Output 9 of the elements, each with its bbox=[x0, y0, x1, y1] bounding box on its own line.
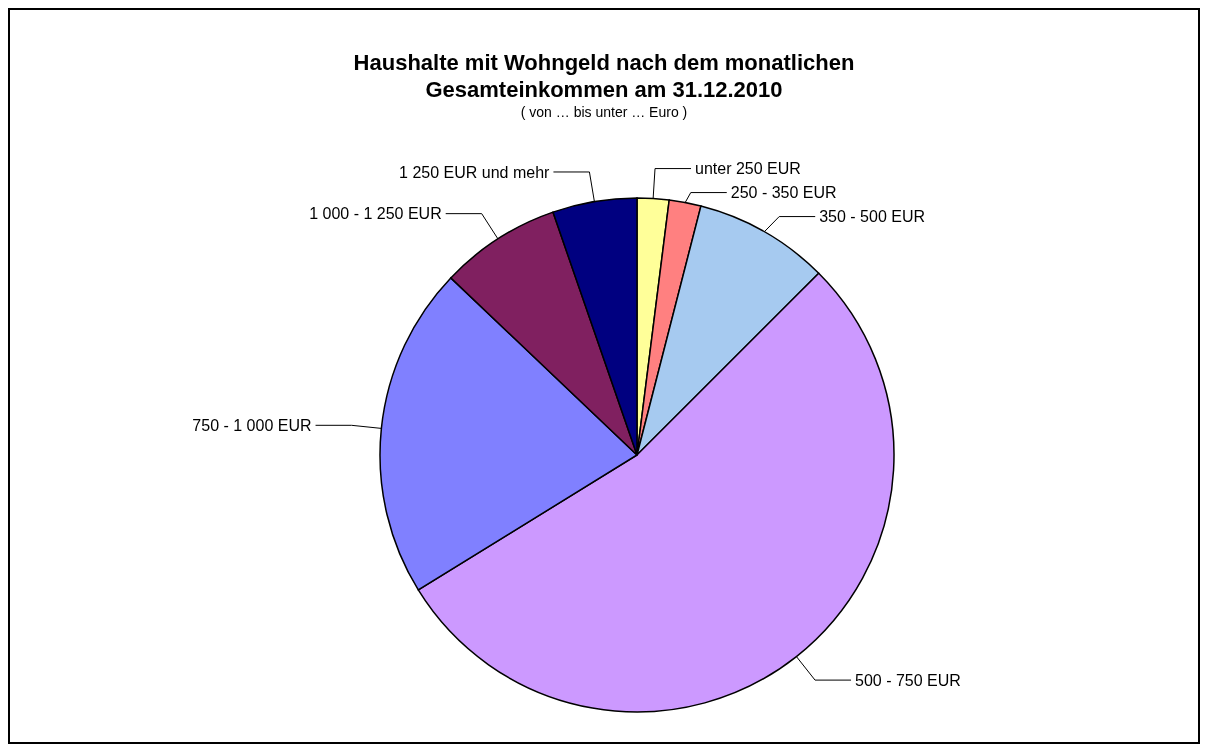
chart-subtitle: ( von … bis unter … Euro ) bbox=[520, 104, 688, 120]
slice-label: unter 250 EUR bbox=[695, 160, 801, 178]
slice-label: 350 - 500 EUR bbox=[819, 208, 926, 226]
slice-label: 250 - 350 EUR bbox=[730, 184, 837, 202]
chart-title: Haushalte mit Wohngeld nach dem monatlichen Gesamteinkommen am 31.12.2010 bbox=[353, 50, 855, 102]
slice-label: 1 250 EUR und mehr bbox=[399, 163, 551, 181]
slice-label: 750 - 1 000 EUR bbox=[192, 416, 312, 434]
slice-label: 500 - 750 EUR bbox=[855, 671, 961, 689]
slice-label: 1 000 - 1 250 EUR bbox=[309, 205, 442, 223]
